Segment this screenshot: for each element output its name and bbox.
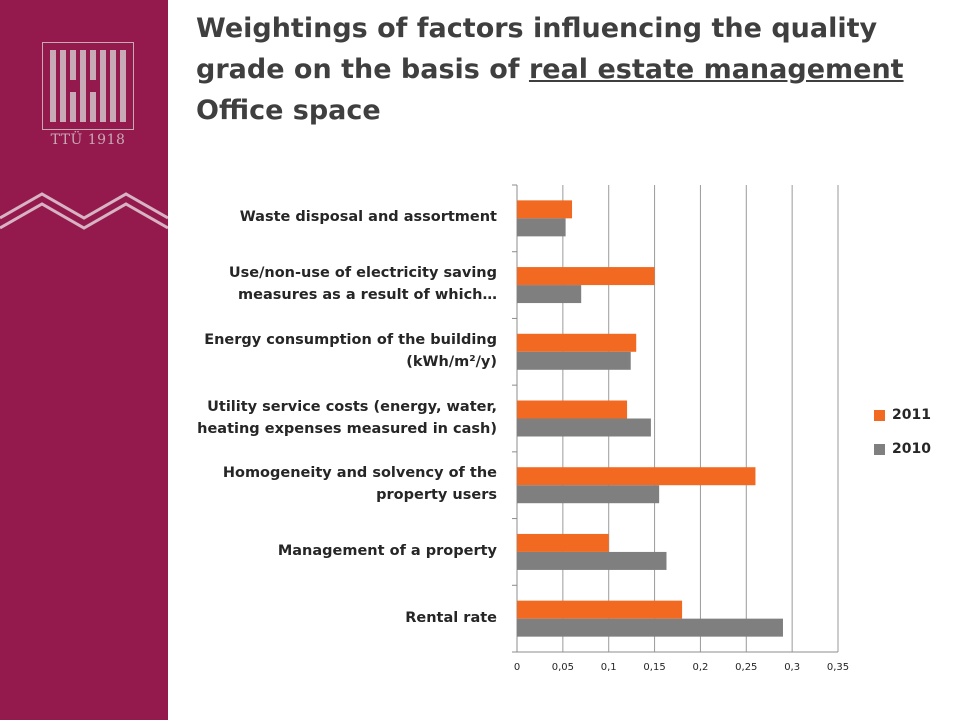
- category-label: Waste disposal and assortment: [239, 209, 497, 226]
- bar-2010-3: [517, 418, 651, 437]
- bar-2011-1: [517, 533, 609, 552]
- bar-2011-0: [517, 600, 683, 619]
- tick-label: 0,15: [643, 662, 666, 673]
- category-label: Energy consumption of the building (kWh/…: [204, 331, 497, 370]
- university-logo: TTÜ 1918: [41, 41, 135, 160]
- legend-label: 2010: [892, 441, 931, 457]
- bar-2011-5: [517, 267, 655, 286]
- title-underlined-text: real estate management: [528, 54, 904, 85]
- legend-item-2011: 2011: [874, 398, 931, 432]
- tick-label: 0,2: [692, 662, 709, 673]
- bar-2010-4: [517, 351, 631, 370]
- title-text-part2: Office space: [196, 95, 381, 126]
- bar-2010-6: [517, 218, 566, 237]
- tick-label: 0,05: [551, 662, 574, 673]
- wave-decoration-icon: [0, 192, 168, 230]
- tick-label: 0,3: [784, 662, 801, 673]
- tick-label: 0: [513, 662, 521, 673]
- slide-title: Weightings of factors influencing the qu…: [196, 8, 936, 131]
- category-label: Management of a property: [277, 542, 497, 559]
- category-label: Rental rate: [405, 609, 497, 626]
- bar-2011-4: [517, 333, 637, 352]
- sidebar-band: TTÜ 1918: [0, 0, 168, 720]
- category-label: Utility service costs (energy, water, he…: [197, 398, 497, 437]
- bar-2010-2: [517, 485, 660, 504]
- tick-label: 0,1: [600, 662, 617, 673]
- title-text-part1: Weightings of factors influencing the qu…: [196, 13, 878, 85]
- tick-label: 0,25: [735, 662, 758, 673]
- logo-caption: TTÜ 1918: [50, 132, 126, 148]
- bar-2010-0: [517, 618, 783, 637]
- bar-2010-5: [517, 285, 582, 304]
- bar-2011-2: [517, 467, 756, 486]
- logo-emblem-icon: [41, 41, 135, 131]
- category-label: Homogeneity and solvency of the property…: [222, 465, 497, 504]
- bar-2010-1: [517, 551, 667, 570]
- bar-2011-6: [517, 200, 573, 219]
- tick-label: 0,35: [826, 662, 850, 673]
- chart-legend: 2011 2010: [874, 398, 931, 466]
- legend-swatch: [874, 409, 885, 421]
- legend-label: 2011: [892, 407, 931, 423]
- legend-swatch: [874, 443, 885, 455]
- category-label: Use/non-use of electricity saving measur…: [228, 265, 497, 304]
- bar-2011-3: [517, 400, 628, 419]
- legend-item-2010: 2010: [874, 432, 931, 466]
